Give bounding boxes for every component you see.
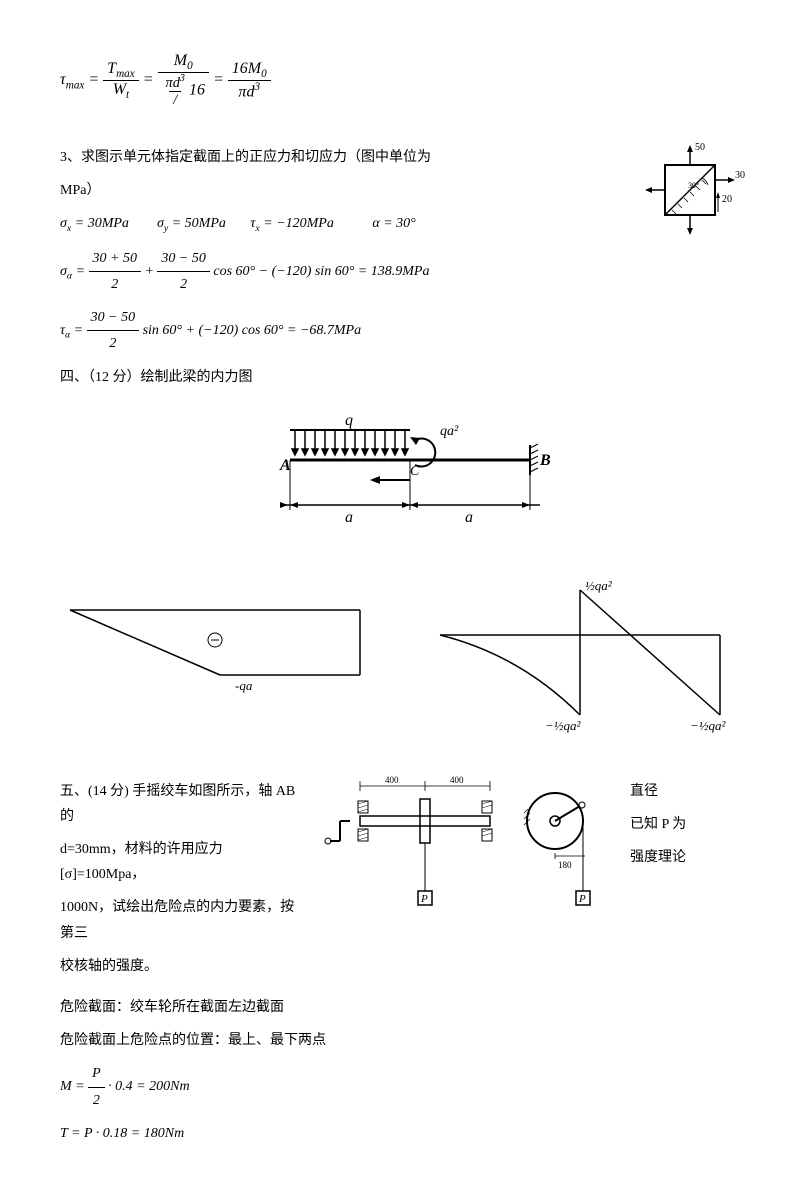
dim-180: 180 bbox=[558, 860, 572, 870]
beam-diagram: q qa² A C B a a bbox=[60, 410, 740, 555]
stress-element-diagram: 50 30 20 30° bbox=[630, 140, 750, 245]
span-a2: a bbox=[465, 509, 473, 526]
prob5-line3: 1000N，试绘出危险点的内力要素，按第三 bbox=[60, 895, 300, 945]
internal-force-diagrams: -qa ½qa² −½qa² −½qa² bbox=[60, 575, 740, 735]
load-P-2: P bbox=[578, 893, 586, 905]
load-P-1: P bbox=[420, 893, 428, 905]
prob5-r1: 直径 bbox=[630, 779, 700, 804]
problem-3: 3、求图示单元体指定截面上的正应力和切应力（图中单位为 MPa） bbox=[60, 145, 740, 357]
prob3-sigma-alpha-eq: σα = 30 + 50 2 + 30 − 50 2 cos 60° − (−1… bbox=[60, 246, 740, 297]
stress-top-label: 50 bbox=[695, 142, 705, 153]
stress-right-top: 30 bbox=[735, 170, 745, 181]
point-B: B bbox=[539, 452, 551, 469]
moment-left: −½qa² bbox=[545, 718, 582, 733]
problem-5: 五、(14 分) 手摇绞车如图所示，轴 AB 的 d=30mm，材料的许用应力[… bbox=[60, 771, 740, 987]
prob5-sol1: 危险截面：绞车轮所在截面左边截面 bbox=[60, 995, 740, 1020]
prob5-line1: 五、(14 分) 手摇绞车如图所示，轴 AB 的 bbox=[60, 779, 300, 829]
stress-right-bot: 20 bbox=[722, 194, 732, 205]
shear-value: -qa bbox=[235, 678, 253, 693]
shear-diagram: -qa bbox=[60, 590, 370, 720]
prob3-tau-alpha-eq: τα = 30 − 50 2 sin 60° + (−120) cos 60° … bbox=[60, 305, 740, 356]
prob5-eq-M: M = P 2 · 0.4 = 200Nm bbox=[60, 1061, 740, 1112]
stress-angle: 30° bbox=[688, 181, 699, 190]
point-C: C bbox=[410, 464, 420, 479]
point-A: A bbox=[279, 457, 291, 474]
moment-diagram: ½qa² −½qa² −½qa² bbox=[420, 575, 740, 735]
span-a1: a bbox=[345, 509, 353, 526]
moment-label: qa² bbox=[440, 424, 459, 439]
prob5-line2: d=30mm，材料的许用应力[σ]=100Mpa， bbox=[60, 837, 300, 887]
dim-400-1: 400 bbox=[385, 775, 399, 785]
prob5-line4: 校核轴的强度。 bbox=[60, 954, 300, 979]
moment-top: ½qa² bbox=[585, 578, 613, 593]
dim-400-2: 400 bbox=[450, 775, 464, 785]
prob4-heading: 四、（12 分）绘制此梁的内力图 bbox=[60, 365, 740, 390]
prob5-eq-T: T = P · 0.18 = 180Nm bbox=[60, 1121, 740, 1146]
equation-tau-max: τmax = Tmax Wt = M0 πd3 / 16 = 16M0 πd3 bbox=[60, 52, 740, 109]
prob5-sol2: 危险截面上危险点的位置：最上、最下两点 bbox=[60, 1028, 740, 1053]
prob5-r2: 已知 P 为 bbox=[630, 812, 700, 837]
prob5-r3: 强度理论 bbox=[630, 845, 700, 870]
winch-diagram: 400 400 bbox=[300, 771, 630, 926]
moment-right: −½qa² bbox=[690, 718, 727, 733]
load-q-label: q bbox=[345, 412, 353, 429]
